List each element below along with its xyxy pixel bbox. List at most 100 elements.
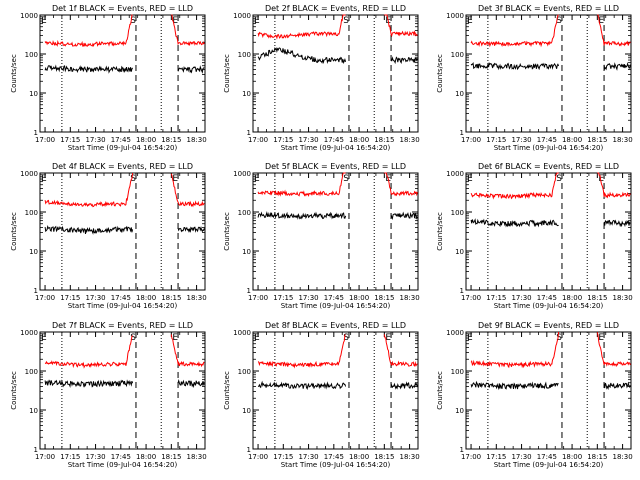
marker-label: E <box>254 16 260 26</box>
x-tick-label: 18:30 <box>612 453 632 461</box>
marker-label: S <box>556 333 562 343</box>
plot-frame <box>465 14 632 133</box>
lld-series-line <box>596 332 631 368</box>
events-series-line <box>603 219 631 228</box>
y-tick-label: 100 <box>451 368 464 376</box>
y-tick-label: 100 <box>25 368 38 376</box>
x-tick-label: 17:30 <box>85 453 105 461</box>
panel-title: Det 3f BLACK = Events, RED = LLD <box>478 4 619 13</box>
x-tick-label: 18:00 <box>562 453 582 461</box>
x-tick-label: 18:15 <box>374 294 394 302</box>
detector-panel: Det 6f BLACK = Events, RED = LLD Counts/s… <box>436 162 633 310</box>
events-series-line <box>390 211 418 221</box>
lld-series-line <box>44 14 133 47</box>
x-tick-label: 17:45 <box>537 294 557 302</box>
panel-title: Det 1f BLACK = Events, RED = LLD <box>52 4 193 13</box>
x-axis-label: Start Time (09-Jul-04 16:54:20) <box>494 302 604 310</box>
y-tick-label: 1 <box>34 446 38 454</box>
x-tick-label: 18:30 <box>399 453 419 461</box>
plot-frame <box>39 172 206 291</box>
y-tick-label: 1000 <box>233 329 251 337</box>
x-tick-label: 17:45 <box>324 453 344 461</box>
detector-panel: Det 3f BLACK = Events, RED = LLD Counts/s… <box>436 4 633 152</box>
x-tick-label: 17:30 <box>511 453 531 461</box>
marker-label: S <box>556 16 562 26</box>
events-series-line <box>177 379 205 389</box>
events-series-line <box>470 380 559 391</box>
x-tick-label: 17:15 <box>273 294 293 302</box>
y-tick-label: 10 <box>29 248 38 256</box>
x-tick-label: 18:30 <box>399 294 419 302</box>
y-tick-label: 100 <box>451 51 464 59</box>
x-tick-label: 18:30 <box>186 453 206 461</box>
y-tick-label: 1000 <box>20 170 38 178</box>
y-tick-label: 1000 <box>233 12 251 20</box>
y-tick-label: 1000 <box>20 329 38 337</box>
x-tick-label: 18:15 <box>587 294 607 302</box>
marker-label: E <box>41 16 47 26</box>
detector-panel: Det 2f BLACK = Events, RED = LLD Counts/s… <box>223 4 420 152</box>
x-axis-label: Start Time (09-Jul-04 16:54:20) <box>68 144 178 152</box>
y-axis-label: Counts/sec <box>10 54 18 93</box>
events-series-line <box>390 56 418 65</box>
plot-frame <box>252 14 419 133</box>
lld-series-line <box>257 334 346 369</box>
panel-title: Det 4f BLACK = Events, RED = LLD <box>52 162 193 171</box>
x-tick-label: 17:15 <box>486 136 506 144</box>
lld-series-line <box>44 335 133 369</box>
y-tick-label: 10 <box>455 248 464 256</box>
x-tick-label: 17:00 <box>461 136 481 144</box>
x-tick-label: 17:00 <box>248 294 268 302</box>
x-tick-label: 17:15 <box>60 453 80 461</box>
x-tick-label: 18:30 <box>612 294 632 302</box>
y-tick-label: 1 <box>247 446 251 454</box>
panel-title: Det 2f BLACK = Events, RED = LLD <box>265 4 406 13</box>
events-series-line <box>44 224 134 235</box>
lld-series-line <box>257 14 346 40</box>
lld-series-line <box>170 173 205 208</box>
x-axis-label: Start Time (09-Jul-04 16:54:20) <box>494 144 604 152</box>
marker-label: E <box>254 333 260 343</box>
x-tick-label: 18:00 <box>349 453 369 461</box>
lld-series-line <box>257 172 346 198</box>
events-series-line <box>177 225 205 233</box>
x-tick-label: 17:00 <box>461 453 481 461</box>
y-tick-label: 1 <box>460 129 464 137</box>
events-series-line <box>257 380 347 390</box>
x-tick-label: 18:00 <box>136 136 156 144</box>
events-series-line <box>603 381 631 391</box>
x-tick-label: 18:15 <box>374 453 394 461</box>
x-tick-label: 17:30 <box>85 294 105 302</box>
x-tick-label: 17:30 <box>298 294 318 302</box>
x-tick-label: 18:30 <box>186 294 206 302</box>
marker-label: S <box>343 333 349 343</box>
plot-frame <box>465 331 632 450</box>
events-series-line <box>603 62 631 71</box>
panel-title: Det 8f BLACK = Events, RED = LLD <box>265 321 406 330</box>
plot-frame <box>252 331 419 450</box>
y-tick-label: 10 <box>29 90 38 98</box>
x-tick-label: 18:15 <box>587 453 607 461</box>
marker-label: E <box>172 174 178 184</box>
plot-frame <box>252 172 419 291</box>
x-axis-label: Start Time (09-Jul-04 16:54:20) <box>68 461 178 469</box>
detector-panel: Det 8f BLACK = Events, RED = LLD Counts/s… <box>223 321 420 469</box>
events-series-line <box>470 61 560 71</box>
y-tick-label: 100 <box>25 209 38 217</box>
y-tick-label: 1 <box>34 287 38 295</box>
y-tick-label: 1 <box>247 129 251 137</box>
x-tick-label: 18:15 <box>374 136 394 144</box>
marker-label: E <box>467 174 473 184</box>
x-tick-label: 17:00 <box>248 453 268 461</box>
x-axis-label: Start Time (09-Jul-04 16:54:20) <box>281 461 391 469</box>
y-tick-label: 1 <box>34 129 38 137</box>
x-tick-label: 17:00 <box>35 294 55 302</box>
x-tick-label: 17:45 <box>111 453 131 461</box>
lld-series-line <box>44 173 134 208</box>
detector-panel: Det 1f BLACK = Events, RED = LLD Counts/s… <box>10 4 207 152</box>
panel-title: Det 5f BLACK = Events, RED = LLD <box>265 162 406 171</box>
x-tick-label: 18:00 <box>562 294 582 302</box>
x-tick-label: 18:00 <box>136 453 156 461</box>
y-tick-label: 10 <box>242 90 251 98</box>
marker-label: E <box>172 16 178 26</box>
